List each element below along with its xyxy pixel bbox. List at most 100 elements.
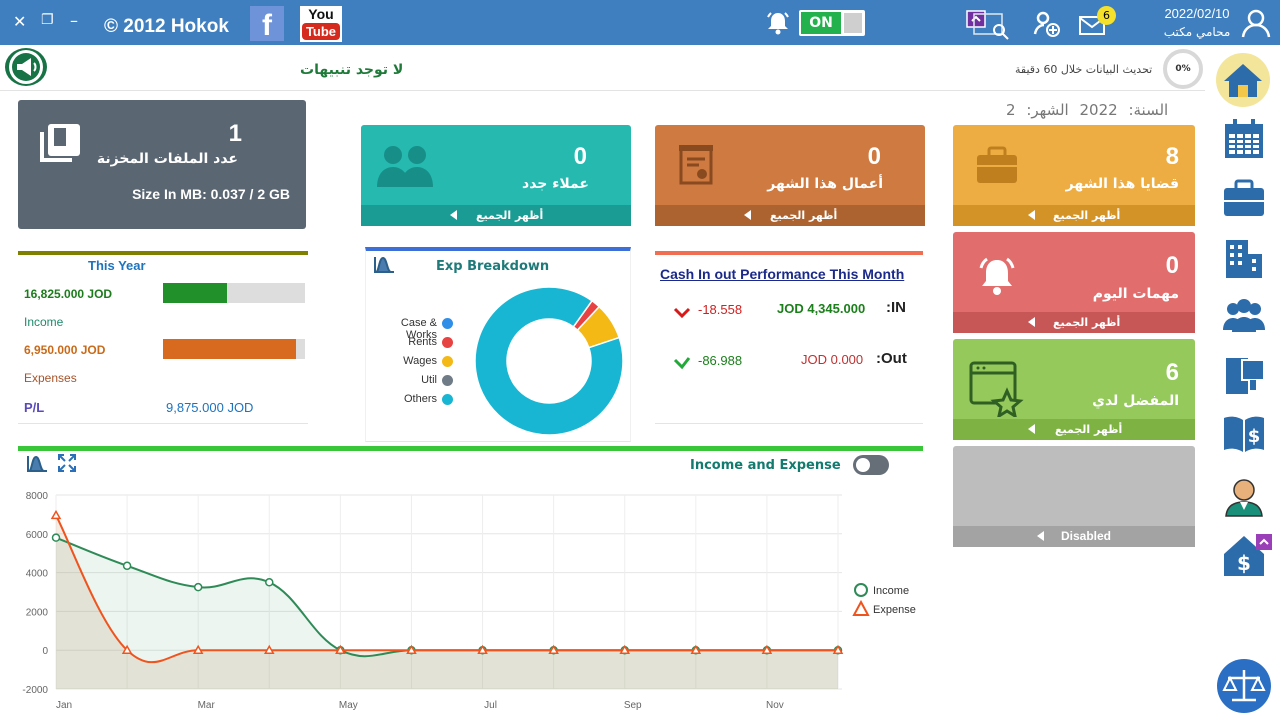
favorites-card[interactable]: 6 المفضل لدي أظهر الجميع [953, 339, 1195, 440]
update-progress-ring: 0% [1163, 49, 1203, 89]
month-value: 2 [1006, 101, 1016, 119]
close-icon[interactable]: ✕ [13, 12, 27, 31]
expenses-bar [163, 339, 305, 359]
monthly-works-show-all[interactable]: أظهر الجميع [655, 205, 925, 226]
show-all-text: أظهر الجميع [476, 209, 544, 222]
expand-icon[interactable] [57, 453, 77, 473]
svg-text:$: $ [1248, 426, 1261, 447]
cash-performance-title[interactable]: Cash In out Performance This Month [660, 266, 905, 282]
year-value: 2022 [1079, 101, 1118, 119]
restore-icon[interactable]: ❐ [41, 12, 54, 28]
legend-expense-marker [852, 599, 870, 616]
legend-label: Util [421, 374, 437, 386]
expense-point [263, 644, 275, 654]
legend-dot [442, 375, 453, 386]
y-tick-label: 2000 [26, 607, 49, 618]
copyright-text: © 2012 Hokok [104, 16, 229, 37]
income-label: Income [24, 315, 64, 329]
income-bar [163, 283, 305, 303]
bell-icon[interactable] [764, 9, 792, 37]
expense-point [761, 644, 773, 654]
stored-files-count: 1 [228, 120, 242, 147]
x-tick-label: May [339, 700, 358, 711]
monthly-works-count: 0 [867, 143, 881, 170]
monthly-works-card[interactable]: 0 أعمال هذا الشهر أظهر الجميع [655, 125, 925, 226]
divider [0, 90, 1205, 91]
favorites-show-all[interactable]: أظهر الجميع [953, 419, 1195, 440]
new-clients-card[interactable]: 0 عملاء جدد أظهر الجميع [361, 125, 631, 226]
monthly-cases-card[interactable]: 8 قضايا هذا الشهر أظهر الجميع [953, 125, 1195, 226]
y-tick-label: 8000 [26, 491, 49, 502]
expense-point [121, 644, 133, 654]
legend-label: Others [403, 393, 437, 405]
expense-point [619, 644, 631, 654]
expense-point [192, 644, 204, 654]
legend-income-marker [854, 583, 868, 597]
y-tick-label: 0 [42, 646, 48, 657]
messages-badge: 6 [1097, 6, 1116, 25]
exp-breakdown-title: Exp Breakdown [436, 259, 550, 274]
data-update-text: تحديث البيانات خلال 60 دقيقة [1015, 63, 1153, 76]
y-tick-label: 4000 [26, 569, 49, 580]
user-name: محامي مكتب [1163, 25, 1231, 39]
cash-out-label: :Out [876, 350, 907, 367]
computer-desk-icon[interactable] [1222, 354, 1266, 398]
y-tick-label: -2000 [22, 685, 48, 696]
certificate-icon [679, 145, 713, 185]
disabled-text: Disabled [1061, 529, 1112, 543]
home-icon[interactable] [1216, 53, 1271, 108]
income-point [265, 578, 274, 587]
expenses-label: Expenses [24, 371, 77, 385]
y-tick-label: 6000 [26, 530, 49, 541]
cash-out-change: -86.988 [698, 353, 743, 368]
cash-in-value: JOD 4,345.000 [777, 301, 866, 316]
youtube-icon[interactable]: You Tube [300, 6, 342, 42]
show-all-text: أظهر الجميع [1055, 423, 1123, 436]
pl-label: P/L [24, 400, 45, 415]
search-window-icon[interactable] [966, 10, 1014, 40]
finance-home-icon[interactable]: $ [1222, 532, 1274, 578]
new-clients-show-all[interactable]: أظهر الجميع [361, 205, 631, 226]
month-label: الشهر: [1026, 101, 1069, 119]
stored-files-label: عدد الملفات المخزنة [96, 151, 238, 167]
files-icon [40, 124, 80, 162]
cash-in-label: :IN [886, 299, 906, 316]
income-expense-chart: -2000 0 2000 4000 6000 8000 Jan Mar May Jul Sep Nov… [22, 491, 916, 711]
calendar-icon[interactable] [1222, 118, 1266, 162]
legend-dot [442, 356, 453, 367]
legend-label: Income [873, 585, 909, 597]
income-area [56, 537, 838, 689]
building-icon[interactable] [1222, 236, 1266, 280]
facebook-icon[interactable]: f [250, 6, 284, 42]
briefcase-icon[interactable] [1222, 176, 1266, 220]
user-account-icon[interactable] [1241, 8, 1271, 38]
favorite-window-icon [969, 361, 1024, 417]
income-bar-fill [163, 283, 227, 303]
stored-files-card[interactable]: 1 عدد الملفات المخزنة Size In MB: 0.037 … [18, 100, 306, 229]
new-clients-label: عملاء جدد [522, 176, 589, 192]
today-tasks-show-all[interactable]: أظهر الجميع [953, 312, 1195, 333]
megaphone-icon[interactable] [5, 48, 47, 86]
new-clients-count: 0 [573, 143, 587, 170]
users-group-icon[interactable] [1222, 294, 1266, 338]
online-toggle[interactable]: ON [799, 10, 865, 36]
monthly-cases-count: 8 [1165, 143, 1179, 170]
scales-logo-icon[interactable] [1216, 658, 1272, 714]
expense-point [548, 644, 559, 654]
show-all-text: أظهر الجميع [770, 209, 838, 222]
legend-label: Expense [873, 604, 916, 616]
year-month-display: السنة: 2022 الشهر: 2 [1000, 101, 1168, 119]
monthly-cases-show-all[interactable]: أظهر الجميع [953, 205, 1195, 226]
expense-point [477, 644, 488, 654]
add-user-icon[interactable] [1033, 10, 1063, 38]
income-expense-toggle[interactable] [853, 455, 889, 475]
accounting-book-icon[interactable]: $ [1222, 412, 1266, 456]
chart-area-icon[interactable] [25, 453, 49, 473]
expenses-value: 6,950.000 JOD [24, 343, 106, 357]
chart-area-icon[interactable] [372, 254, 396, 274]
lawyer-avatar-icon[interactable] [1222, 474, 1266, 518]
minimize-icon[interactable]: – [70, 11, 78, 30]
check-green-icon [673, 357, 691, 370]
today-tasks-card[interactable]: 0 مهمات اليوم أظهر الجميع [953, 232, 1195, 333]
expense-point [690, 644, 702, 654]
